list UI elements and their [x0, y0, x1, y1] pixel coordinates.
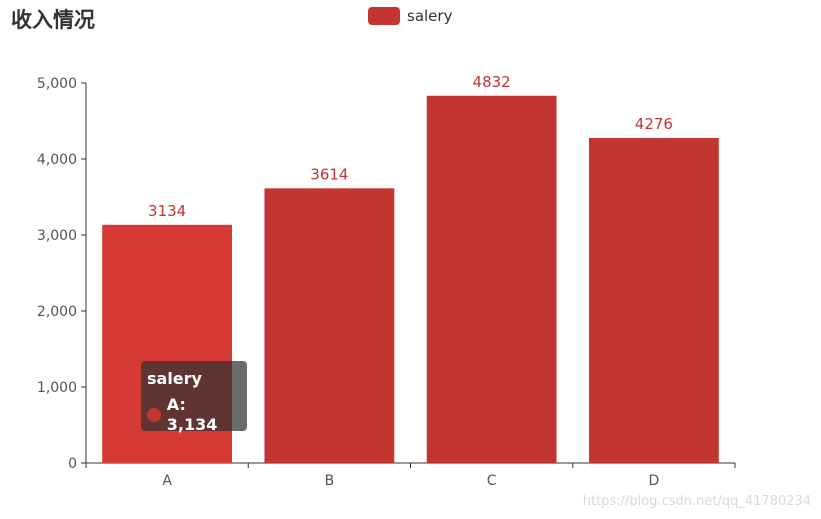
- x-tick-label: A: [162, 473, 172, 489]
- tooltip-series-name: salery: [147, 369, 202, 388]
- legend-item-salery[interactable]: salery: [368, 7, 452, 25]
- y-tick-label: 0: [68, 456, 77, 472]
- y-tick-label: 3,000: [37, 228, 77, 244]
- legend-label: salery: [407, 7, 453, 25]
- y-tick-label: 1,000: [37, 380, 77, 396]
- bar-B[interactable]: [264, 188, 395, 463]
- x-tick-label: B: [325, 473, 335, 489]
- data-label: 4276: [635, 115, 673, 133]
- y-tick-label: 5,000: [37, 76, 77, 92]
- data-label: 3614: [310, 165, 348, 183]
- tooltip-value: A: 3,134: [166, 395, 218, 434]
- tooltip: salery A: 3,134: [141, 361, 247, 434]
- tooltip-value-row: A: 3,134: [147, 395, 241, 435]
- x-tick-label: C: [487, 473, 497, 489]
- y-tick-label: 4,000: [37, 152, 77, 168]
- chart-title: 收入情况: [11, 8, 95, 32]
- x-tick-label: D: [648, 473, 659, 489]
- data-labels-group: 3134 3614 4832 4276: [148, 73, 673, 220]
- legend-swatch: [368, 7, 400, 25]
- tooltip-marker-icon: [147, 408, 161, 422]
- data-label: 3134: [148, 202, 186, 220]
- y-axis: 0 1,000 2,000 3,000 4,000 5,000: [37, 76, 87, 472]
- bar-D[interactable]: [588, 138, 719, 464]
- data-label: 4832: [473, 73, 511, 91]
- watermark: https://blog.csdn.net/qq_41780234: [582, 494, 811, 509]
- x-axis: A B C D: [85, 462, 736, 489]
- y-tick-label: 2,000: [37, 304, 77, 320]
- bars-group: [102, 95, 719, 464]
- bar-C[interactable]: [426, 95, 557, 463]
